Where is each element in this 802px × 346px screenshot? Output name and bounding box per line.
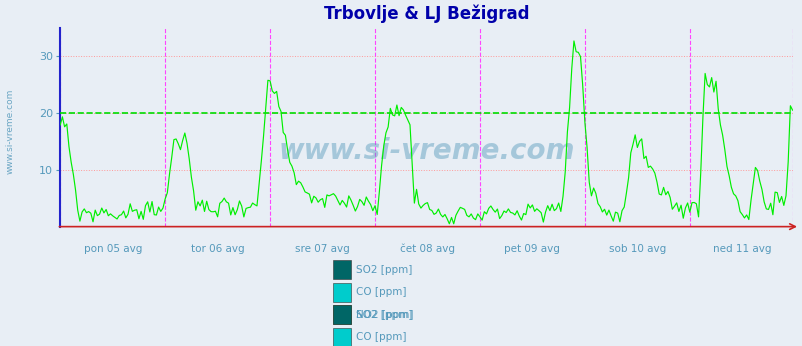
Text: NO2 [ppm]: NO2 [ppm] (355, 310, 413, 320)
Text: SO2 [ppm]: SO2 [ppm] (355, 265, 411, 275)
Text: čet 08 avg: čet 08 avg (399, 244, 455, 254)
Text: www.si-vreme.com: www.si-vreme.com (5, 89, 14, 174)
Text: CO [ppm]: CO [ppm] (355, 288, 406, 297)
Text: sob 10 avg: sob 10 avg (608, 244, 665, 254)
Text: SO2 [ppm]: SO2 [ppm] (355, 310, 411, 320)
Text: www.si-vreme.com: www.si-vreme.com (277, 137, 574, 165)
Text: ned 11 avg: ned 11 avg (712, 244, 771, 254)
Text: pet 09 avg: pet 09 avg (504, 244, 560, 254)
Text: sre 07 avg: sre 07 avg (295, 244, 350, 254)
Text: tor 06 avg: tor 06 avg (191, 244, 244, 254)
Text: CO [ppm]: CO [ppm] (355, 333, 406, 342)
Title: Trbovlje & LJ Bežigrad: Trbovlje & LJ Bežigrad (323, 5, 529, 23)
Text: pon 05 avg: pon 05 avg (83, 244, 142, 254)
